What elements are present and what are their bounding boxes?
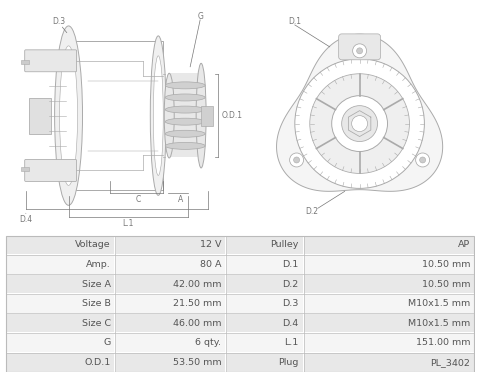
- FancyBboxPatch shape: [304, 314, 474, 332]
- Text: Voltage: Voltage: [75, 240, 110, 249]
- FancyBboxPatch shape: [304, 353, 474, 371]
- Text: Size B: Size B: [82, 299, 110, 308]
- Ellipse shape: [165, 82, 205, 89]
- FancyBboxPatch shape: [227, 275, 302, 293]
- Ellipse shape: [165, 130, 205, 137]
- Text: M10x1.5 mm: M10x1.5 mm: [408, 299, 470, 308]
- Text: 46.00 mm: 46.00 mm: [173, 319, 221, 328]
- FancyBboxPatch shape: [227, 353, 302, 371]
- Text: G: G: [197, 12, 203, 21]
- Text: Pulley: Pulley: [270, 240, 299, 249]
- Bar: [69, 41, 163, 190]
- Circle shape: [289, 153, 303, 167]
- Ellipse shape: [153, 56, 163, 176]
- FancyBboxPatch shape: [227, 334, 302, 352]
- FancyBboxPatch shape: [227, 294, 302, 313]
- Text: D.4: D.4: [283, 319, 299, 328]
- FancyBboxPatch shape: [6, 294, 114, 313]
- FancyBboxPatch shape: [29, 98, 50, 133]
- Ellipse shape: [164, 73, 174, 158]
- Bar: [169, 73, 201, 158]
- Ellipse shape: [60, 46, 78, 185]
- Text: D.3: D.3: [53, 17, 66, 26]
- FancyBboxPatch shape: [6, 275, 114, 293]
- FancyBboxPatch shape: [24, 159, 76, 181]
- Ellipse shape: [150, 36, 166, 196]
- Text: 12 V: 12 V: [200, 240, 221, 249]
- Text: PL_3402: PL_3402: [431, 358, 470, 367]
- Text: O.D.1: O.D.1: [222, 111, 243, 120]
- Text: D.1: D.1: [288, 17, 301, 26]
- Circle shape: [352, 116, 368, 132]
- FancyBboxPatch shape: [116, 334, 225, 352]
- FancyBboxPatch shape: [304, 334, 474, 352]
- Circle shape: [310, 74, 409, 173]
- FancyBboxPatch shape: [6, 353, 114, 371]
- Circle shape: [332, 96, 387, 152]
- Ellipse shape: [165, 94, 205, 101]
- Circle shape: [294, 157, 300, 163]
- Text: D.2: D.2: [305, 207, 318, 216]
- Text: M10x1.5 mm: M10x1.5 mm: [408, 319, 470, 328]
- FancyBboxPatch shape: [227, 314, 302, 332]
- FancyBboxPatch shape: [116, 294, 225, 313]
- FancyBboxPatch shape: [6, 334, 114, 352]
- Text: Plug: Plug: [278, 358, 299, 367]
- Text: D.4: D.4: [19, 215, 32, 224]
- FancyBboxPatch shape: [116, 353, 225, 371]
- FancyBboxPatch shape: [116, 236, 225, 254]
- Text: D.2: D.2: [283, 279, 299, 288]
- Text: O.D.1: O.D.1: [84, 358, 110, 367]
- Ellipse shape: [55, 26, 83, 205]
- Text: 21.50 mm: 21.50 mm: [173, 299, 221, 308]
- Text: 151.00 mm: 151.00 mm: [416, 338, 470, 347]
- Text: 6 qty.: 6 qty.: [195, 338, 221, 347]
- Bar: [21, 60, 29, 64]
- Text: AP: AP: [458, 240, 470, 249]
- FancyBboxPatch shape: [304, 236, 474, 254]
- Circle shape: [353, 44, 367, 58]
- Text: G: G: [103, 338, 110, 347]
- FancyBboxPatch shape: [6, 255, 114, 273]
- FancyBboxPatch shape: [304, 294, 474, 313]
- Text: Size C: Size C: [82, 319, 110, 328]
- Bar: [201, 106, 213, 126]
- FancyBboxPatch shape: [116, 275, 225, 293]
- Circle shape: [342, 106, 378, 141]
- Text: D.1: D.1: [283, 260, 299, 269]
- FancyBboxPatch shape: [6, 236, 114, 254]
- FancyBboxPatch shape: [227, 255, 302, 273]
- Circle shape: [295, 59, 424, 188]
- Ellipse shape: [165, 143, 205, 149]
- Text: C: C: [136, 195, 141, 204]
- Text: Amp.: Amp.: [86, 260, 110, 269]
- Text: A: A: [178, 195, 183, 204]
- Bar: [21, 167, 29, 171]
- Circle shape: [416, 153, 430, 167]
- FancyBboxPatch shape: [227, 236, 302, 254]
- FancyBboxPatch shape: [24, 50, 76, 72]
- FancyBboxPatch shape: [6, 314, 114, 332]
- Text: Size A: Size A: [82, 279, 110, 288]
- FancyBboxPatch shape: [304, 255, 474, 273]
- Ellipse shape: [165, 106, 205, 113]
- Text: L.1: L.1: [123, 219, 134, 228]
- Polygon shape: [276, 34, 443, 191]
- Ellipse shape: [165, 118, 205, 125]
- Text: 10.50 mm: 10.50 mm: [422, 260, 470, 269]
- FancyBboxPatch shape: [116, 314, 225, 332]
- Text: L.1: L.1: [285, 338, 299, 347]
- Circle shape: [420, 157, 426, 163]
- FancyBboxPatch shape: [116, 255, 225, 273]
- FancyBboxPatch shape: [304, 275, 474, 293]
- Text: 10.50 mm: 10.50 mm: [422, 279, 470, 288]
- FancyBboxPatch shape: [339, 34, 381, 60]
- Text: 53.50 mm: 53.50 mm: [172, 358, 221, 367]
- Text: 42.00 mm: 42.00 mm: [173, 279, 221, 288]
- Text: D.3: D.3: [282, 299, 299, 308]
- Circle shape: [357, 48, 362, 54]
- Text: 80 A: 80 A: [200, 260, 221, 269]
- Ellipse shape: [196, 63, 206, 168]
